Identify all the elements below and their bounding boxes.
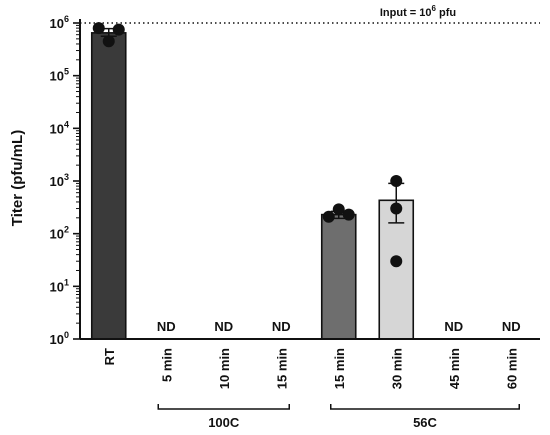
data-point [332, 203, 345, 216]
category-label: 15 min [274, 348, 289, 389]
group-label: 100C [208, 415, 240, 430]
category-label: 10 min [217, 348, 232, 389]
data-point [92, 22, 105, 35]
y-tick-label: 105 [50, 67, 69, 84]
y-tick-label: 104 [50, 119, 69, 136]
group-bracket [330, 404, 520, 410]
nd-label: ND [214, 319, 233, 334]
data-point [342, 208, 355, 221]
y-tick-label: 100 [50, 330, 69, 347]
y-tick-label: 101 [50, 277, 69, 294]
category-label: 30 min [389, 348, 404, 389]
bar [90, 32, 127, 340]
data-point [390, 175, 403, 187]
data-point [390, 202, 403, 215]
nd-label: ND [157, 319, 176, 334]
input-reference-label: Input = 106 pfu [380, 4, 456, 19]
group-bracket [157, 404, 290, 410]
group-label: 56C [413, 415, 437, 430]
y-tick-label: 102 [50, 225, 69, 242]
nd-label: ND [272, 319, 291, 334]
data-point [390, 255, 403, 268]
category-label: 60 min [504, 348, 519, 389]
x-labels-layer: RT 5 min 10 min 15 min 15 min 30 min 45 min 60 … [102, 348, 520, 389]
bar [320, 213, 357, 340]
nd-label: ND [444, 319, 463, 334]
category-label: 45 min [447, 348, 462, 389]
reference-line-group: Input = 106 pfu [80, 4, 540, 24]
y-tick-label: 103 [50, 172, 69, 189]
category-label: 5 min [159, 348, 174, 382]
nd-label: ND [502, 319, 521, 334]
points-layer [92, 22, 403, 268]
data-point [102, 35, 115, 48]
category-label: 15 min [332, 348, 347, 389]
group-brackets-layer: 100C 56C [157, 404, 520, 430]
data-point [112, 23, 125, 36]
category-label: RT [102, 348, 117, 365]
bars-layer: ND ND ND ND ND [90, 27, 521, 340]
y-ticks-layer: 100 101 102 103 104 105 106 [50, 14, 80, 347]
data-point [322, 210, 335, 223]
y-tick-label: 106 [50, 14, 69, 31]
y-axis-title: Titer (pfu/mL) [9, 130, 26, 226]
